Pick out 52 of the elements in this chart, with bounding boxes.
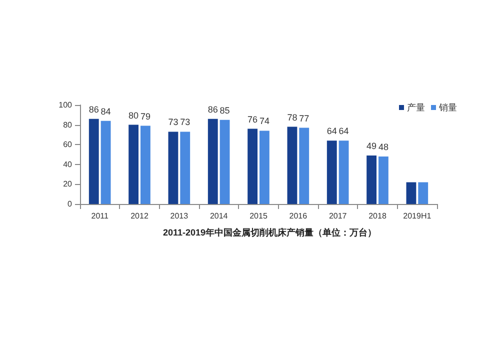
data-label: 49 — [366, 140, 377, 151]
data-label: 86 — [88, 104, 99, 114]
bar — [326, 140, 337, 204]
data-label: 79 — [140, 111, 150, 122]
bar — [128, 124, 139, 204]
x-tick-label: 2011 — [91, 212, 109, 220]
bar — [378, 156, 388, 204]
bar — [88, 118, 99, 204]
y-tick-label: 60 — [63, 140, 73, 150]
data-label: 85 — [220, 105, 230, 116]
bar — [287, 126, 298, 204]
x-tick-label: 2012 — [130, 212, 149, 220]
bar — [259, 130, 270, 204]
bar — [140, 126, 150, 204]
data-label: 78 — [287, 112, 298, 122]
data-label: 74 — [259, 116, 270, 126]
data-label: 77 — [299, 113, 310, 124]
bar — [180, 132, 190, 204]
bar — [418, 182, 428, 204]
bar — [406, 182, 416, 204]
data-label: 73 — [168, 117, 178, 128]
x-tick-label: 2015 — [250, 212, 268, 220]
bar — [208, 118, 218, 204]
bar — [366, 155, 377, 204]
bar — [168, 132, 178, 204]
y-tick-label: 100 — [58, 100, 73, 110]
data-label: 73 — [180, 117, 190, 128]
data-label: 84 — [100, 106, 111, 116]
data-label: 80 — [128, 110, 139, 120]
bar — [220, 120, 230, 204]
x-tick-label: 2014 — [210, 212, 228, 220]
data-label: 64 — [338, 126, 349, 136]
x-tick-label: 2018 — [368, 212, 387, 220]
data-label: 86 — [208, 104, 218, 114]
legend-label: 产量 — [407, 102, 425, 112]
text: 2011-2019年中国金属切削机床产销量（单位：万台） — [163, 228, 377, 238]
y-tick-label: 80 — [63, 120, 73, 130]
data-label: 76 — [248, 114, 258, 124]
y-tick-label: 40 — [63, 160, 73, 169]
bar — [100, 120, 111, 204]
y-tick-label: 0 — [68, 200, 73, 208]
x-tick-label: 2013 — [170, 212, 189, 220]
data-label: 64 — [326, 126, 337, 136]
legend-label: 销量 — [438, 102, 457, 112]
bar — [338, 140, 349, 204]
bar — [299, 128, 310, 204]
y-tick-label: 20 — [63, 180, 73, 189]
bar — [248, 128, 258, 204]
x-tick-label: 2019H1 — [403, 212, 432, 220]
x-tick-label: 2016 — [289, 212, 308, 220]
x-tick-label: 2017 — [328, 212, 348, 220]
data-label: 48 — [378, 142, 388, 152]
